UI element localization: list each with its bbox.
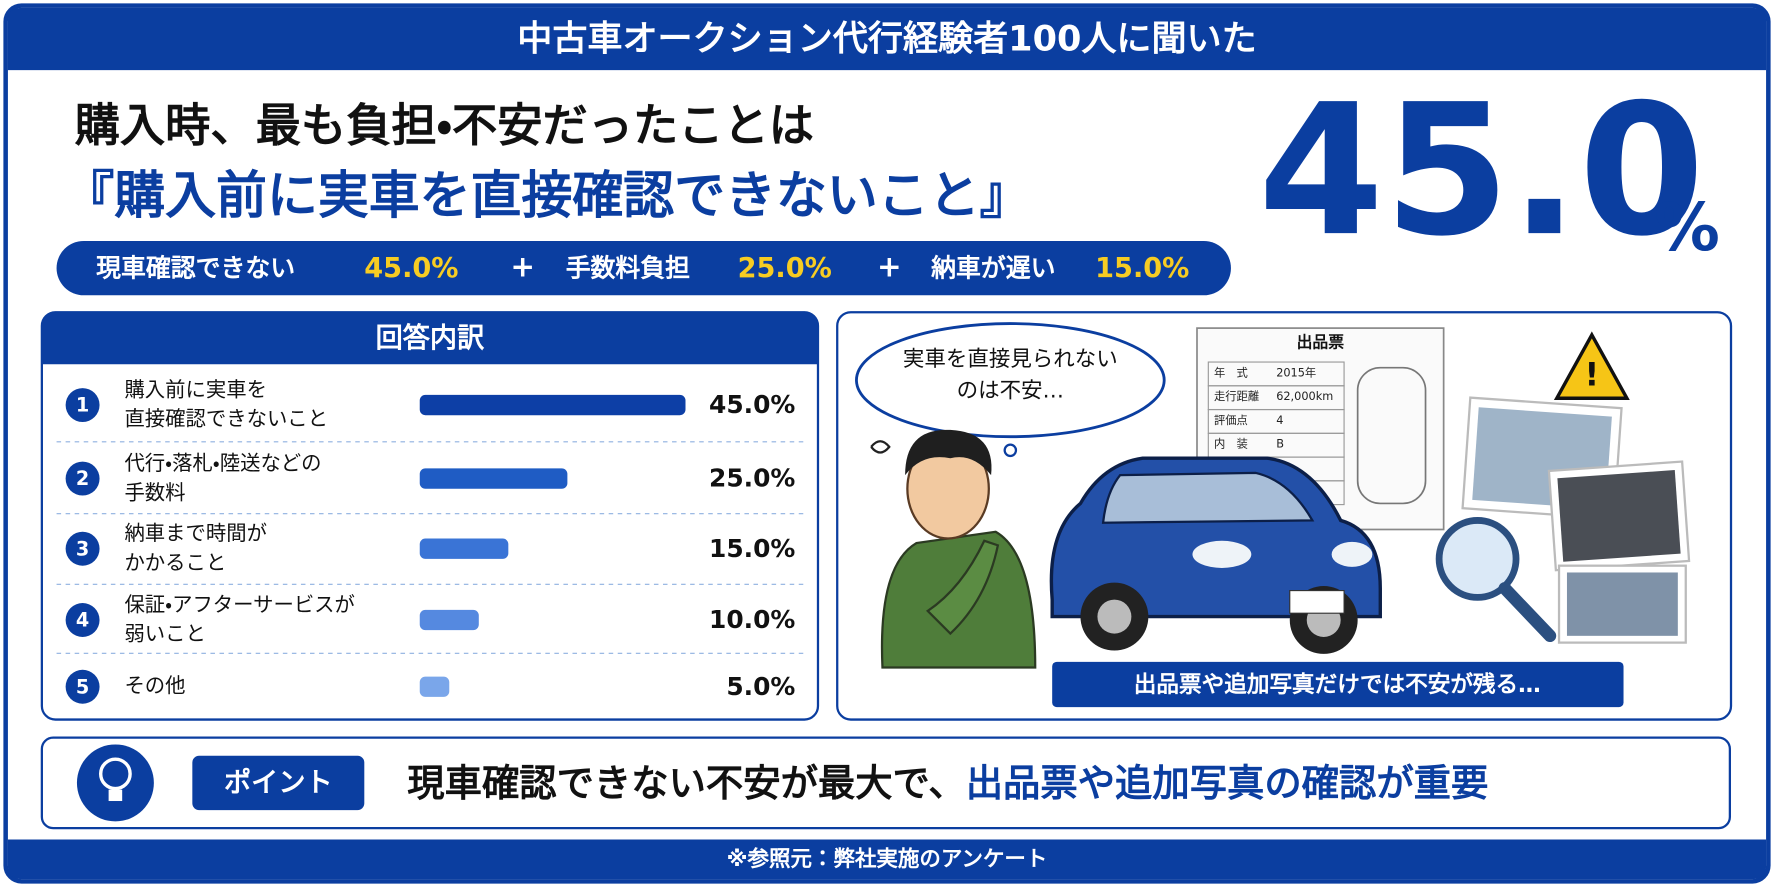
value-label: 45.0% xyxy=(709,390,795,419)
value-label: 10.0% xyxy=(709,605,795,634)
summary-items: 現車確認できない 45.0% + 手数料負担 25.0% + 納車が遅い 15.0% xyxy=(96,250,1189,284)
item-label: 保証・アフターサービスが xyxy=(124,592,354,616)
sheet-title: 出品票 xyxy=(1297,332,1345,351)
header-band xyxy=(7,7,1767,71)
item-label: 弱いこと xyxy=(124,622,205,646)
bulb-glass xyxy=(98,757,132,791)
hair xyxy=(905,429,992,476)
caption-box xyxy=(1052,661,1624,708)
bar xyxy=(419,538,509,559)
headline-line1: 購入時、最も負担・不安だったことは xyxy=(75,99,814,152)
breakdown-title: 回答内訳 xyxy=(376,322,485,354)
rank-circle xyxy=(65,461,100,496)
footer-band xyxy=(7,839,1767,880)
value-label: 15.0% xyxy=(709,534,795,563)
summary-label: 納車が遅い xyxy=(930,253,1055,282)
illustration-caption: 出品票や追加写真だけでは不安が残る… xyxy=(1134,671,1541,698)
breakdown-panel xyxy=(40,311,820,721)
speech-line: 実車を直接見られない xyxy=(903,347,1118,372)
warning-mark: ! xyxy=(1585,358,1599,394)
bar xyxy=(419,468,568,489)
item-label: かかること xyxy=(124,550,226,574)
bulb-base xyxy=(108,789,123,802)
item-label: 購入前に実車を xyxy=(124,377,267,401)
big-unit: % xyxy=(1654,190,1720,266)
car-headlight xyxy=(1331,541,1373,567)
speech-line: のは不安… xyxy=(957,378,1064,403)
rank-number: 5 xyxy=(76,675,89,698)
footer-note: ※参照元：弊社実施のアンケート xyxy=(727,846,1048,872)
summary-value: 45.0% xyxy=(364,253,458,284)
breakdown-header xyxy=(41,312,818,365)
point-plain: 現車確認できない不安が最大で、 xyxy=(407,761,965,805)
rank-circle xyxy=(65,669,100,704)
photo-image xyxy=(1557,470,1681,562)
rank-circle xyxy=(65,388,100,423)
summary-separator: + xyxy=(510,250,535,284)
item-label: その他 xyxy=(124,674,185,698)
rank-circle xyxy=(65,603,100,637)
magnifier-handle xyxy=(1498,582,1557,643)
arm xyxy=(925,539,1000,636)
rank-circle xyxy=(65,531,100,566)
item-label: 直接確認できないこと xyxy=(124,407,328,431)
summary-pill xyxy=(56,240,1231,296)
rank-number: 1 xyxy=(76,394,89,417)
point-emphasis: 出品票や追加写真の確認が重要 xyxy=(966,761,1489,805)
car-diagram xyxy=(1356,366,1427,505)
photo-image xyxy=(1566,572,1678,636)
bar xyxy=(419,394,686,416)
rank-number: 4 xyxy=(76,609,89,632)
summary-separator: + xyxy=(877,250,902,284)
warning-icon xyxy=(1553,331,1630,400)
item-label: 納車まで時間が xyxy=(124,521,267,545)
point-text: 現車確認できない不安が最大で、出品票や追加写真の確認が重要 xyxy=(407,761,1488,805)
sheet-label: 内 装 xyxy=(1214,437,1248,451)
summary-value: 15.0% xyxy=(1095,253,1189,284)
bubble-dot xyxy=(1003,443,1018,458)
speech-bubble: 実車を直接見られない のは不安… xyxy=(855,322,1166,458)
summary-label: 手数料負担 xyxy=(566,253,690,282)
sheet-value: B xyxy=(1276,438,1284,451)
sheet-value: 62,000km xyxy=(1276,390,1333,403)
sheet-label: 評価点 xyxy=(1214,414,1248,427)
sheet-label: 走行距離 xyxy=(1214,389,1259,403)
license-plate xyxy=(1289,590,1345,614)
sheet-value: 2015年 xyxy=(1276,365,1316,379)
car-hub xyxy=(1097,599,1132,634)
point-badge-text: ポイント xyxy=(224,768,333,799)
car-headlight xyxy=(1192,540,1252,568)
summary-label: 現車確認できない xyxy=(96,253,295,282)
bar xyxy=(419,609,479,631)
header-title: 中古車オークション代行経験者100人に聞いた xyxy=(517,19,1256,60)
rank-number: 2 xyxy=(76,467,89,490)
point-badge xyxy=(192,755,365,811)
item-label: 代行・落札・陸送などの xyxy=(124,451,321,475)
person-illustration xyxy=(870,429,1037,669)
bulb-icon xyxy=(76,744,154,822)
worry-swirl xyxy=(870,440,891,454)
summary-value: 25.0% xyxy=(738,253,832,284)
rank-number: 3 xyxy=(76,537,89,560)
value-label: 25.0% xyxy=(709,464,795,493)
value-label: 5.0% xyxy=(726,672,795,701)
magnifier-lens xyxy=(1435,517,1520,601)
big-number: 45.0 xyxy=(1258,65,1705,276)
car-window xyxy=(1101,471,1315,524)
car-illustration xyxy=(1049,456,1382,654)
headline-line2: 『購入前に実車を直接確認できないこと』 xyxy=(63,167,1030,226)
item-label: 手数料 xyxy=(124,480,185,504)
bar xyxy=(419,676,450,697)
point-box xyxy=(40,736,1732,830)
bubble-shape xyxy=(855,322,1166,439)
sheet-value: 4 xyxy=(1276,414,1283,427)
sheet-label: 年 式 xyxy=(1214,365,1248,379)
